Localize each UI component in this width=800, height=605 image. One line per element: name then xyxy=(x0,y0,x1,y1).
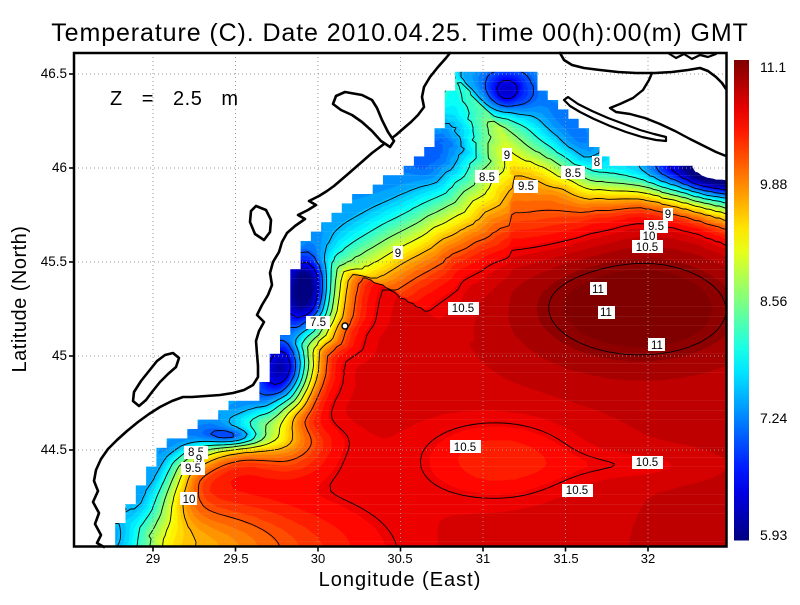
svg-text:10.5: 10.5 xyxy=(452,303,474,315)
svg-text:9: 9 xyxy=(504,150,510,162)
svg-text:11: 11 xyxy=(600,307,612,319)
svg-text:9: 9 xyxy=(196,454,202,466)
svg-text:8: 8 xyxy=(594,157,600,169)
svg-text:32: 32 xyxy=(641,551,655,566)
svg-text:31.5: 31.5 xyxy=(553,551,578,566)
svg-text:9: 9 xyxy=(665,209,671,221)
svg-text:5.93: 5.93 xyxy=(760,527,787,543)
svg-text:9.5: 9.5 xyxy=(518,181,534,193)
svg-text:10: 10 xyxy=(183,494,196,506)
svg-text:9.5: 9.5 xyxy=(185,463,201,475)
svg-text:44.5: 44.5 xyxy=(41,442,67,457)
svg-text:11.1: 11.1 xyxy=(760,59,786,75)
svg-text:30.5: 30.5 xyxy=(387,551,412,566)
svg-text:Longitude (East): Longitude (East) xyxy=(319,569,482,591)
svg-text:7.24: 7.24 xyxy=(760,410,787,426)
svg-text:9: 9 xyxy=(395,248,401,260)
svg-text:8.5: 8.5 xyxy=(479,172,495,184)
svg-text:Latitude (North): Latitude (North) xyxy=(9,226,31,373)
svg-text:46.5: 46.5 xyxy=(41,66,67,81)
svg-text:10.5: 10.5 xyxy=(636,457,658,469)
svg-text:Temperature (C). Date 2010.04.: Temperature (C). Date 2010.04.25. Time 0… xyxy=(51,19,748,47)
svg-text:11: 11 xyxy=(592,284,604,296)
svg-text:8.56: 8.56 xyxy=(760,293,787,309)
svg-text:31: 31 xyxy=(476,551,490,566)
svg-text:9.88: 9.88 xyxy=(760,176,787,192)
svg-text:7.5: 7.5 xyxy=(310,317,326,329)
svg-text:10.5: 10.5 xyxy=(636,242,658,254)
svg-text:45.5: 45.5 xyxy=(41,254,67,269)
svg-text:30: 30 xyxy=(311,551,325,566)
svg-text:29: 29 xyxy=(146,551,160,566)
svg-text:46: 46 xyxy=(52,160,67,175)
svg-text:8.5: 8.5 xyxy=(565,168,581,180)
svg-text:11: 11 xyxy=(651,340,663,352)
svg-text:45: 45 xyxy=(52,348,67,363)
svg-text:10.5: 10.5 xyxy=(454,442,476,454)
svg-text:10.5: 10.5 xyxy=(566,485,588,497)
svg-text:29.5: 29.5 xyxy=(223,551,248,566)
svg-text:Z = 2.5 m: Z = 2.5 m xyxy=(110,88,239,110)
